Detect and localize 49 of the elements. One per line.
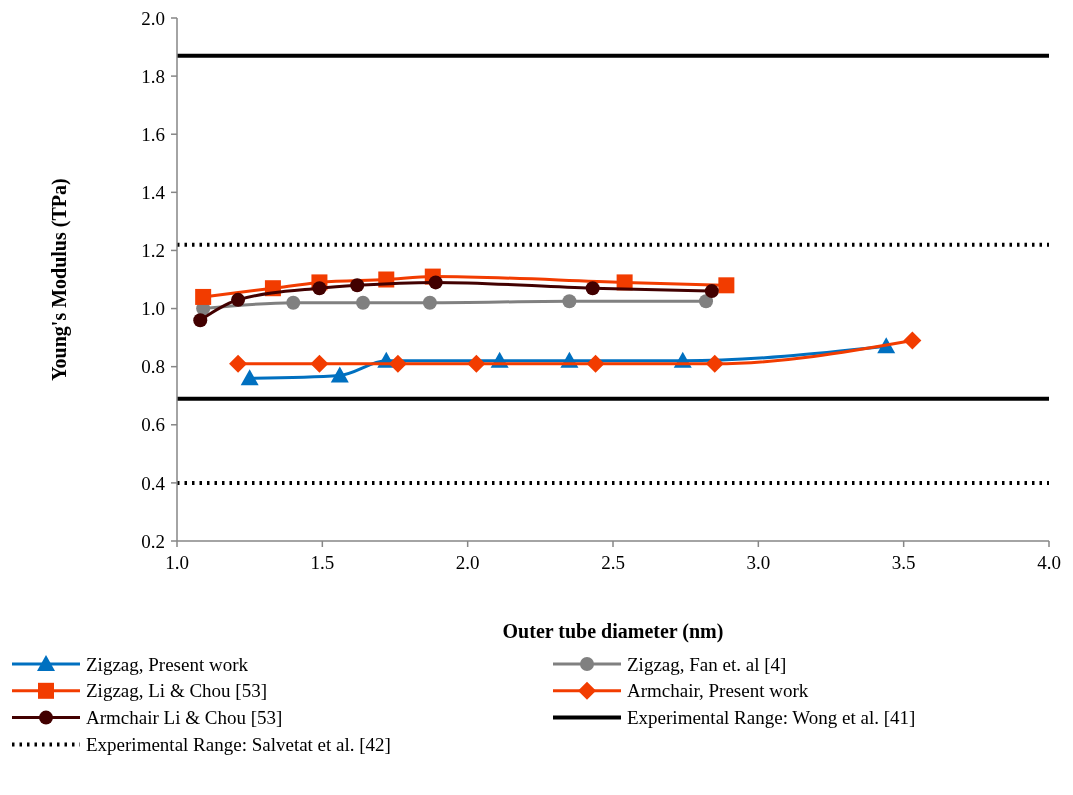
point [428,275,443,290]
point [193,313,208,328]
y-tick-label: 2.0 [141,7,165,29]
x-tick-label: 4.0 [1037,552,1061,573]
x-tick-label: 2.5 [601,552,625,573]
point [467,354,486,373]
legend-label: Experimental Range: Wong et al. [41] [627,707,916,729]
y-tick-label: 0.4 [141,472,166,494]
point [310,354,329,373]
legend-label: Experimental Range: Salvetat et al. [42] [86,734,391,756]
legend-label: Zigzag, Fan et. al [4] [627,653,787,675]
point [705,354,724,373]
legend-label: Armchair, Present work [627,680,809,702]
x-axis-title: Outer tube diameter (nm) [502,620,724,643]
x-tick-label: 2.0 [455,552,480,573]
point [699,294,714,309]
point [562,294,577,309]
point [704,284,719,299]
legend-label: Zigzag, Present work [86,653,249,675]
y-tick-label: 0.2 [141,530,165,552]
point [231,292,246,307]
point [422,295,437,310]
point [312,281,327,296]
point [718,277,735,294]
y-tick-label: 0.6 [141,414,165,436]
point [356,295,371,310]
y-tick-label: 1.0 [141,298,165,320]
y-tick-label: 1.4 [141,181,166,203]
point [240,369,259,386]
legend-label: Zigzag, Li & Chou [53] [86,680,267,702]
point [586,354,605,373]
x-tick-label: 3.5 [891,552,916,573]
point [330,366,349,383]
y-axis-title: Young's Modulus (TPa) [48,178,71,381]
y-tick-label: 1.6 [141,123,165,145]
point [229,354,248,373]
point [286,295,301,310]
y-tick-label: 1.8 [141,65,165,87]
point [350,278,365,293]
point [388,354,407,373]
y-tick-label: 1.2 [141,240,165,262]
x-tick-label: 1.0 [165,552,189,573]
point [903,331,922,350]
y-tick-label: 0.8 [141,356,165,378]
x-tick-label: 3.0 [746,552,771,573]
legend-label: Armchair Li & Chou [53] [86,707,283,729]
x-tick-label: 1.5 [310,552,335,573]
point [585,281,600,296]
point [195,288,212,305]
